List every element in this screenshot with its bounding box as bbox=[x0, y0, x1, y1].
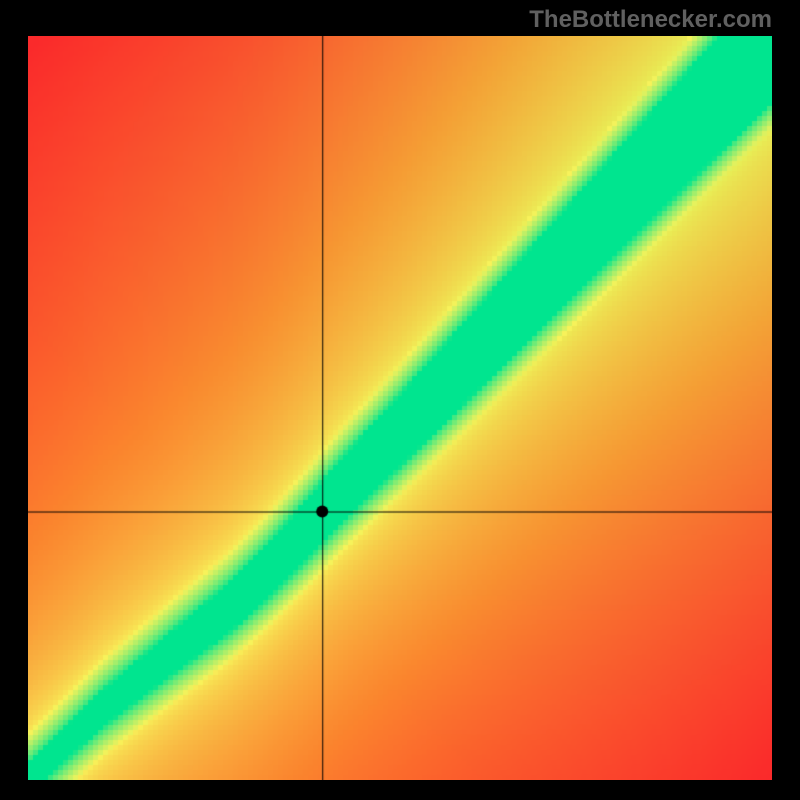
watermark-text: TheBottlenecker.com bbox=[529, 6, 772, 34]
heatmap-canvas bbox=[28, 36, 772, 780]
heatmap-plot bbox=[28, 36, 772, 780]
chart-container: TheBottlenecker.com bbox=[0, 0, 800, 800]
